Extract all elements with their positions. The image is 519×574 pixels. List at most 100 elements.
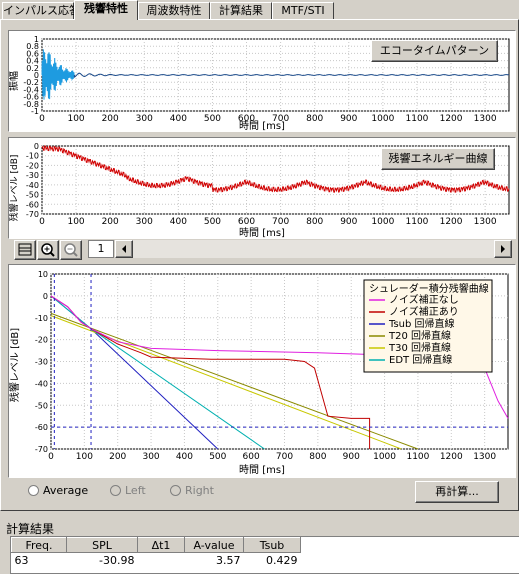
x-tick-label: 700 bbox=[276, 452, 293, 462]
y-tick-label: -30 bbox=[35, 358, 48, 367]
zoom-in-button[interactable] bbox=[37, 240, 59, 260]
y-tick-label: 0.8 bbox=[26, 42, 39, 51]
y-tick-label: 0 bbox=[34, 71, 39, 80]
results-column-header[interactable]: A-value bbox=[184, 537, 244, 553]
x-tick-label: 1000 bbox=[371, 114, 394, 124]
y-tick-label: -40 bbox=[35, 379, 48, 388]
table-row[interactable]: 63 -30.98 3.57 0.429 bbox=[12, 553, 301, 568]
x-tick-label: 400 bbox=[170, 114, 187, 124]
tab-bar: インパルス応答 残響特性 周波数特性 計算結果 MTF/STI bbox=[0, 0, 519, 20]
x-tick-label: 1200 bbox=[440, 452, 463, 462]
x-tick-label: 500 bbox=[204, 114, 221, 124]
x-tick-label: 700 bbox=[272, 217, 289, 227]
x-tick-label: 800 bbox=[306, 114, 323, 124]
results-column-header[interactable]: Freq. bbox=[11, 537, 67, 553]
results-table-container: Freq. SPL Δt1 A-value Tsub 63 -30.98 3.57 0.429 bbox=[10, 536, 519, 574]
y-tick-label: 0.4 bbox=[26, 57, 39, 66]
x-tick-label: 100 bbox=[67, 217, 84, 227]
recalculate-button[interactable]: 再計算... bbox=[415, 481, 499, 503]
results-table: Freq. SPL Δt1 A-value Tsub 63 -30.98 3.57 0.429 bbox=[11, 537, 301, 567]
x-tick-label: 100 bbox=[67, 114, 84, 124]
x-tick-label: 400 bbox=[170, 217, 187, 227]
y-tick-label: -40 bbox=[26, 181, 39, 190]
zoom-out-button[interactable] bbox=[60, 240, 82, 260]
radio-average-dot bbox=[28, 485, 39, 496]
x-tick-label: 200 bbox=[102, 217, 119, 227]
x-tick-label: 1200 bbox=[440, 217, 463, 227]
y-tick-label: -0.2 bbox=[23, 78, 39, 87]
table-cell: 63 bbox=[14, 553, 29, 567]
x-tick-label: 1100 bbox=[406, 452, 429, 462]
x-tick-label: 400 bbox=[176, 452, 193, 462]
y-tick-label: -50 bbox=[26, 191, 39, 200]
x-tick-label: 0 bbox=[39, 217, 45, 227]
x-tick-label: 0 bbox=[39, 114, 45, 124]
decay-ylabel: 残響レベル [dB] bbox=[9, 328, 21, 402]
x-tick-label: 700 bbox=[272, 114, 289, 124]
energy-ylabel: 残響レベル [dB] bbox=[9, 155, 20, 222]
arrow-right-icon bbox=[501, 245, 505, 253]
energy-xlabel: 時間 [ms] bbox=[239, 227, 285, 238]
x-tick-label: 1000 bbox=[371, 217, 394, 227]
x-tick-label: 600 bbox=[238, 114, 255, 124]
zoom-out-icon bbox=[64, 243, 78, 257]
schroeder-decay-panel: 10 0 -10 -20 -30 -40 -50 -60 -70 0 100 200 300 400 50… bbox=[8, 264, 516, 478]
results-column-header[interactable]: Tsub bbox=[243, 537, 301, 553]
table-cell: 0.429 bbox=[266, 553, 298, 567]
x-tick-label: 0 bbox=[48, 452, 54, 462]
x-tick-label: 200 bbox=[109, 452, 126, 462]
tab-frequency[interactable]: 周波数特性 bbox=[138, 2, 210, 20]
echo-xlabel: 時間 [ms] bbox=[239, 120, 285, 131]
y-tick-label: -50 bbox=[35, 401, 48, 410]
radio-right[interactable]: Right bbox=[170, 484, 214, 497]
horizontal-scrollbar[interactable] bbox=[115, 240, 512, 258]
results-column-header[interactable]: Δt1 bbox=[137, 537, 185, 553]
y-tick-label: -0.6 bbox=[23, 93, 39, 102]
echo-time-pattern-panel: 1 0.8 0.6 0.4 0.2 0 -0.2 -0.4 -0.6 -0.8 -1 0 100 200… bbox=[7, 30, 516, 132]
y-tick-label: -20 bbox=[35, 336, 48, 345]
table-cell: 3.57 bbox=[216, 553, 241, 567]
scroll-right-button[interactable] bbox=[494, 240, 512, 258]
y-tick-label: 0 bbox=[43, 292, 48, 301]
x-tick-label: 1000 bbox=[373, 452, 396, 462]
echo-time-pattern-button[interactable]: エコータイムパターン bbox=[371, 40, 498, 62]
legend-title: シュレーダー積分残響曲線 bbox=[369, 282, 489, 295]
legend-label: ノイズ補正あり bbox=[389, 305, 459, 318]
x-tick-label: 1100 bbox=[406, 217, 429, 227]
x-tick-label: 600 bbox=[238, 217, 255, 227]
x-tick-label: 1300 bbox=[474, 217, 497, 227]
legend-label: T30 回帰直線 bbox=[388, 341, 451, 354]
radio-right-label: Right bbox=[185, 484, 214, 497]
table-cell bbox=[138, 553, 185, 568]
y-tick-label: -20 bbox=[26, 161, 39, 170]
tab-impulse-response[interactable]: インパルス応答 bbox=[2, 2, 80, 20]
y-tick-label: 0.6 bbox=[26, 49, 39, 58]
x-tick-label: 1300 bbox=[474, 114, 497, 124]
legend-label: ノイズ補正なし bbox=[389, 293, 459, 306]
tab-reverberation[interactable]: 残響特性 bbox=[74, 0, 138, 20]
y-tick-label: 0.2 bbox=[26, 64, 39, 73]
echo-ylabel: 振幅 bbox=[9, 71, 20, 91]
x-tick-label: 800 bbox=[309, 452, 326, 462]
x-tick-label: 100 bbox=[76, 452, 93, 462]
y-tick-label: 10 bbox=[38, 270, 48, 279]
energy-curve-button[interactable]: 残響エネルギー曲線 bbox=[381, 148, 495, 170]
fit-view-button[interactable] bbox=[14, 240, 36, 260]
radio-left[interactable]: Left bbox=[110, 484, 146, 497]
radio-average-label: Average bbox=[43, 484, 89, 497]
x-tick-label: 1300 bbox=[473, 452, 496, 462]
radio-right-dot bbox=[170, 485, 181, 496]
x-tick-label: 500 bbox=[204, 217, 221, 227]
x-tick-label: 300 bbox=[136, 114, 153, 124]
radio-left-label: Left bbox=[125, 484, 146, 497]
x-tick-label: 300 bbox=[136, 217, 153, 227]
results-column-header[interactable]: SPL bbox=[66, 537, 138, 553]
tab-mtf-sti[interactable]: MTF/STI bbox=[272, 2, 334, 20]
radio-average[interactable]: Average bbox=[28, 484, 88, 497]
tab-results[interactable]: 計算結果 bbox=[210, 2, 272, 20]
y-tick-label: 1 bbox=[34, 35, 39, 44]
scroll-left-button[interactable] bbox=[115, 240, 133, 258]
page-number-field[interactable]: 1 bbox=[88, 240, 114, 258]
energy-curve-panel: 0 -10 -20 -30 -40 -50 -60 -70 0 100 200 300 400 500 6… bbox=[8, 137, 516, 239]
